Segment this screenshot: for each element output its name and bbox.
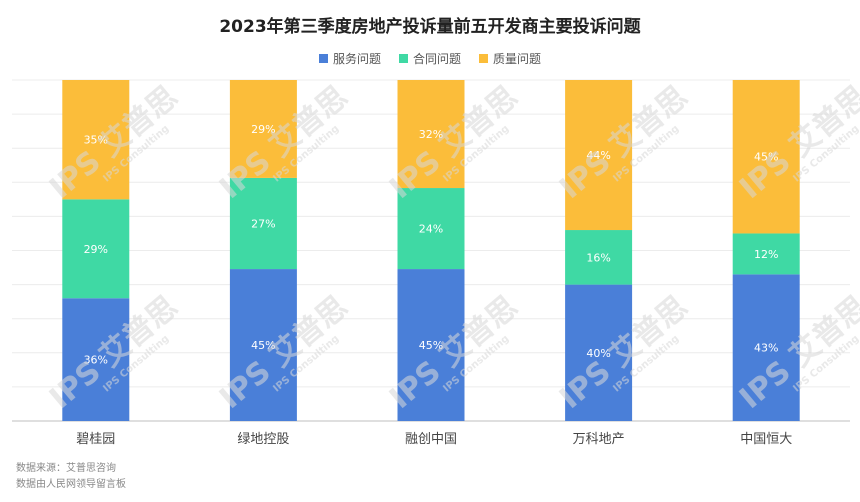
source-line-1: 数据来源：艾普思咨询: [16, 463, 116, 474]
bar-segment[interactable]: [229, 80, 297, 178]
legend-swatch-service: [318, 54, 328, 63]
data-label: 29%: [251, 123, 275, 136]
bar-segment[interactable]: [732, 233, 800, 275]
data-label: 32%: [419, 128, 443, 141]
bars: [62, 80, 800, 421]
legend-swatch-quality: [479, 54, 488, 63]
bar-segment[interactable]: [62, 298, 130, 421]
legend-item-contract[interactable]: 合同问题: [398, 50, 461, 67]
bar-segment[interactable]: [229, 177, 297, 270]
legend: 服务问题 合同问题 质量问题: [0, 50, 860, 67]
data-label: 29%: [84, 243, 108, 256]
data-label: 44%: [586, 149, 610, 162]
bar-segment[interactable]: [732, 274, 800, 421]
bar-segment[interactable]: [565, 230, 633, 285]
bar-segment[interactable]: [565, 80, 633, 231]
data-label: 27%: [251, 217, 275, 230]
bar-segment[interactable]: [62, 80, 130, 200]
legend-swatch-contract: [398, 54, 408, 63]
x-tick-label: 融创中国: [405, 432, 457, 447]
bar-segment[interactable]: [397, 269, 465, 421]
data-label: 43%: [754, 342, 778, 355]
bar-segment[interactable]: [565, 284, 633, 421]
data-label: 35%: [84, 134, 108, 147]
data-label: 12%: [754, 248, 778, 261]
bar-segment[interactable]: [397, 80, 465, 189]
bar-segment[interactable]: [732, 80, 800, 234]
x-tick-label: 万科地产: [573, 432, 625, 447]
legend-item-quality[interactable]: 质量问题: [479, 50, 541, 67]
source-note: 数据来源：艾普思咨询 数据由人民网领导留言板: [16, 461, 126, 493]
data-label: 45%: [754, 151, 778, 164]
chart-title: 2023年第三季度房地产投诉量前五开发商主要投诉问题: [219, 17, 641, 37]
data-labels: 36% 29% 35% 45% 27% 29% 45% 24% 32% 40% 16% 44% 43% 1…: [84, 123, 779, 367]
x-tick-label: 碧桂园: [76, 432, 115, 447]
legend-item-service[interactable]: 服务问题: [318, 50, 381, 67]
source-line-2: 数据由人民网领导留言板: [16, 479, 126, 490]
data-label: 16%: [586, 251, 610, 264]
bar-segment[interactable]: [229, 269, 297, 421]
x-tick-label: 绿地控股: [237, 432, 289, 447]
legend-label-contract: 合同问题: [412, 52, 461, 66]
data-label: 24%: [419, 223, 443, 236]
bar-segment[interactable]: [397, 188, 465, 270]
data-label: 45%: [419, 339, 443, 352]
data-label: 36%: [84, 354, 108, 367]
x-tick-labels: 碧桂园 绿地控股 融创中国 万科地产 中国恒大: [76, 432, 792, 447]
data-label: 45%: [251, 339, 275, 352]
data-label: 40%: [586, 347, 610, 360]
legend-label-service: 服务问题: [332, 52, 381, 66]
legend-label-quality: 质量问题: [493, 52, 542, 66]
bar-segment[interactable]: [62, 199, 130, 299]
x-tick-label: 中国恒大: [740, 432, 792, 447]
